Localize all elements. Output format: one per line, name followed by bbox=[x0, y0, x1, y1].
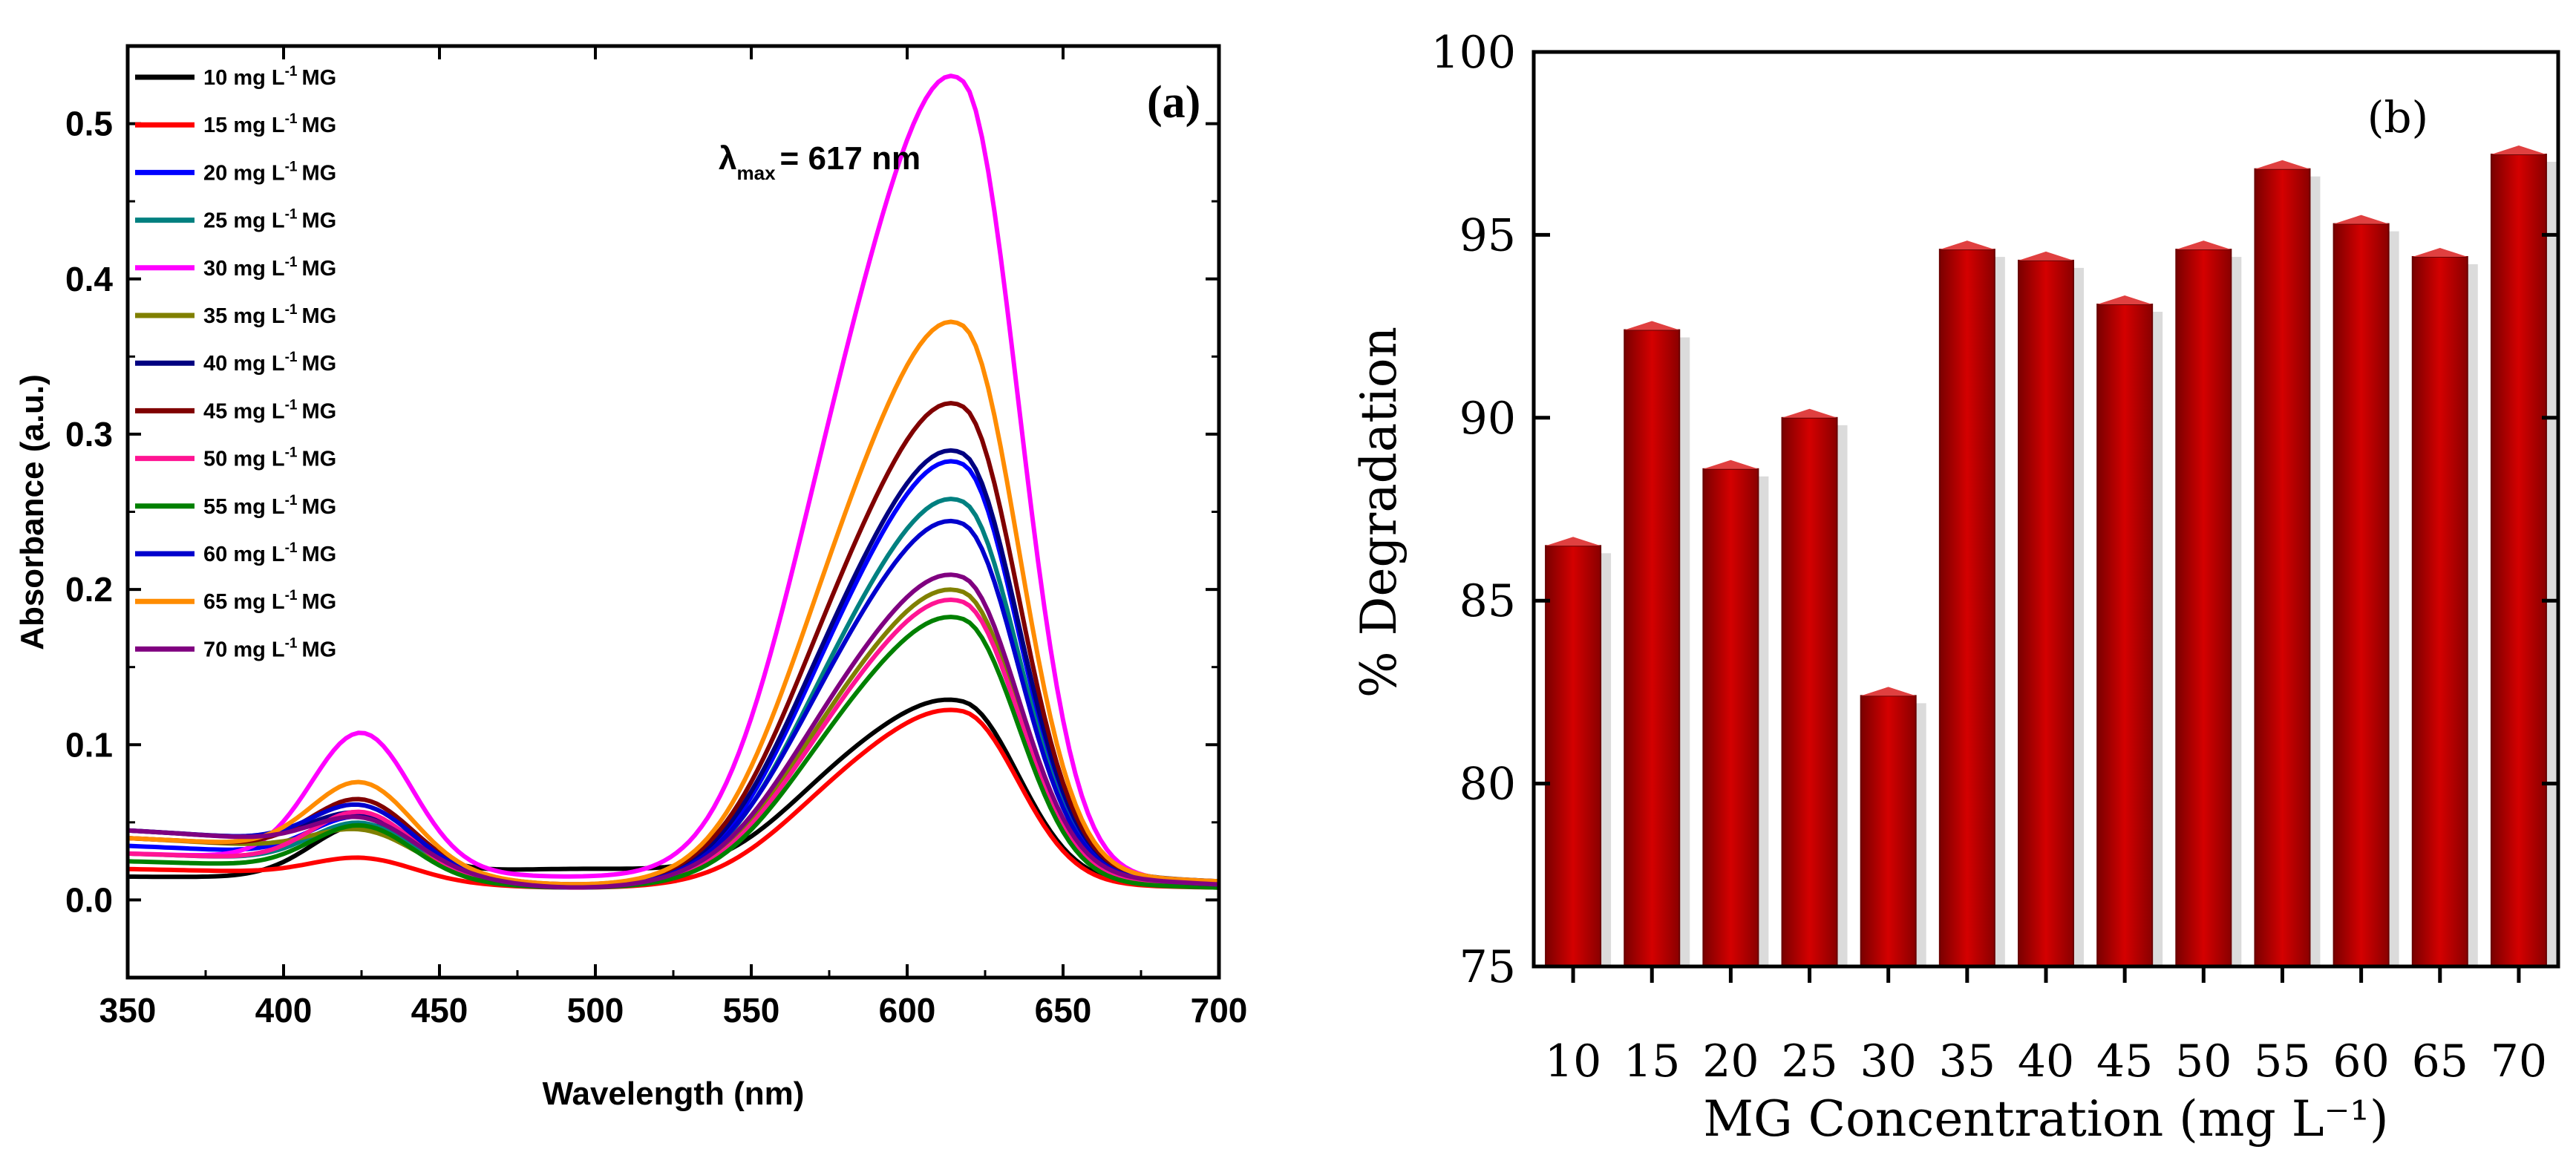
x-tick-label-b: 55 bbox=[2254, 1035, 2310, 1087]
x-tick-label-b: 15 bbox=[1624, 1035, 1680, 1087]
y-tick-label-a: 0.0 bbox=[65, 880, 113, 919]
x-tick-label-b: 70 bbox=[2491, 1035, 2547, 1087]
bar-cap-10 bbox=[1546, 537, 1601, 546]
bar-30 bbox=[1860, 695, 1917, 967]
x-tick-label-a: 550 bbox=[723, 991, 780, 1030]
y-tick-label-a: 0.2 bbox=[65, 570, 113, 609]
y-tick-label-b: 90 bbox=[1459, 393, 1516, 445]
x-tick-label-a: 700 bbox=[1191, 991, 1248, 1030]
legend-label-10: 10 mg L-1 MG bbox=[203, 64, 336, 90]
spectrum-65 bbox=[127, 319, 1220, 887]
y-tick-label-a: 0.5 bbox=[65, 105, 113, 143]
legend-label-55: 55 mg L-1 MG bbox=[203, 493, 336, 519]
y-tick-label-b: 85 bbox=[1459, 575, 1516, 627]
bar-40 bbox=[2018, 259, 2074, 967]
bar-cap-70 bbox=[2491, 145, 2546, 154]
legend-label-65: 65 mg L-1 MG bbox=[203, 588, 336, 614]
legend-label-40: 40 mg L-1 MG bbox=[203, 350, 336, 376]
y-tick-label-b: 100 bbox=[1431, 27, 1516, 79]
x-tick-label-a: 400 bbox=[255, 991, 313, 1030]
legend-label-60: 60 mg L-1 MG bbox=[203, 540, 336, 566]
spectrum-55 bbox=[127, 615, 1220, 890]
x-tick-label-b: 35 bbox=[1939, 1035, 1995, 1087]
bar-50 bbox=[2175, 249, 2232, 967]
y-tick-label-a: 0.3 bbox=[65, 415, 113, 454]
spectrum-30 bbox=[127, 73, 1220, 884]
bar-70 bbox=[2490, 153, 2547, 967]
y-tick-label-b: 75 bbox=[1459, 941, 1516, 993]
bar-cap-30 bbox=[1860, 687, 1916, 696]
bar-cap-20 bbox=[1703, 459, 1759, 469]
panel-label-b: (b) bbox=[2367, 92, 2428, 143]
legend-label-50: 50 mg L-1 MG bbox=[203, 445, 336, 471]
absorbance-chart: 350 400 450 500 550 600 650 700 0.0 0.1 0.2 0.3 0.4 0… bbox=[14, 44, 1247, 1112]
x-axis-title-a: Wavelength (nm) bbox=[543, 1076, 805, 1112]
x-tick-label-a: 500 bbox=[567, 991, 624, 1030]
bar-60 bbox=[2333, 223, 2390, 967]
legend-label-45: 45 mg L-1 MG bbox=[203, 397, 336, 423]
x-tick-label-b: 45 bbox=[2096, 1035, 2153, 1087]
y-tick-label-b: 80 bbox=[1459, 759, 1516, 811]
bar-cap-15 bbox=[1624, 321, 1680, 330]
x-axis-title-b: MG Concentration (mg L⁻¹) bbox=[1703, 1090, 2388, 1148]
x-tick-label-b: 65 bbox=[2412, 1035, 2468, 1087]
legend-label-25: 25 mg L-1 MG bbox=[203, 207, 336, 233]
bar-cap-45 bbox=[2097, 295, 2153, 305]
bar-35 bbox=[1938, 249, 1995, 967]
spectrum-15 bbox=[127, 707, 1220, 890]
x-tick-label-a: 650 bbox=[1035, 991, 1092, 1030]
y-axis-title-b: % Degradation bbox=[1350, 327, 1408, 698]
bar-cap-60 bbox=[2333, 215, 2389, 224]
legend-label-20: 20 mg L-1 MG bbox=[203, 159, 336, 185]
bar-cap-50 bbox=[2176, 241, 2232, 250]
x-tick-label-b: 30 bbox=[1860, 1035, 1917, 1087]
bar-65 bbox=[2411, 255, 2468, 967]
axis-ticks-a: 350 400 450 500 550 600 650 700 0.0 0.1 0.2 0.3 0.4 0… bbox=[65, 46, 1247, 1030]
x-tick-label-b: 20 bbox=[1702, 1035, 1759, 1087]
lambda-max-annotation: λmax = 617 nm bbox=[719, 140, 921, 184]
spectrum-70 bbox=[127, 572, 1220, 890]
absorbance-curves bbox=[127, 73, 1220, 890]
legend-label-35: 35 mg L-1 MG bbox=[203, 302, 336, 328]
x-tick-label-b: 40 bbox=[2018, 1035, 2074, 1087]
bar-15 bbox=[1624, 329, 1681, 967]
bar-cap-65 bbox=[2412, 247, 2468, 257]
x-tick-label-b: 25 bbox=[1781, 1035, 1837, 1087]
bar-20 bbox=[1702, 468, 1759, 967]
legend-label-15: 15 mg L-1 MG bbox=[203, 111, 336, 137]
x-tick-label-b: 60 bbox=[2333, 1035, 2389, 1087]
degradation-bars bbox=[1545, 145, 2557, 968]
bar-55 bbox=[2254, 168, 2311, 967]
x-tick-label-b: 50 bbox=[2175, 1035, 2232, 1087]
y-tick-label-b: 95 bbox=[1459, 209, 1516, 261]
bar-45 bbox=[2096, 304, 2154, 968]
bar-cap-40 bbox=[2018, 251, 2073, 261]
x-tick-label-a: 600 bbox=[879, 991, 936, 1030]
x-tick-label-b: 10 bbox=[1545, 1035, 1601, 1087]
bar-cap-25 bbox=[1782, 408, 1837, 418]
legend-a: 10 mg L-1 MG 15 mg L-1 MG 20 mg L-1 MG 25 mg L… bbox=[135, 64, 336, 661]
bar-25 bbox=[1781, 416, 1838, 967]
x-tick-label-a: 450 bbox=[411, 991, 468, 1030]
bar-10 bbox=[1545, 545, 1602, 967]
legend-label-70: 70 mg L-1 MG bbox=[203, 635, 336, 661]
y-axis-title-a: Absorbance (a.u.) bbox=[14, 374, 50, 650]
bar-cap-35 bbox=[1939, 241, 1995, 250]
y-tick-label-a: 0.1 bbox=[65, 725, 113, 764]
legend-label-30: 30 mg L-1 MG bbox=[203, 255, 336, 281]
bar-cap-55 bbox=[2255, 160, 2310, 169]
axis-ticks-b: 75 80 85 90 95 100 10 15 20 25 30 35 40 45 50 55 60 65 70 bbox=[1431, 27, 2558, 1087]
panel-label-a: (a) bbox=[1147, 77, 1200, 128]
y-tick-label-a: 0.4 bbox=[65, 260, 113, 298]
x-tick-label-a: 350 bbox=[99, 991, 157, 1030]
